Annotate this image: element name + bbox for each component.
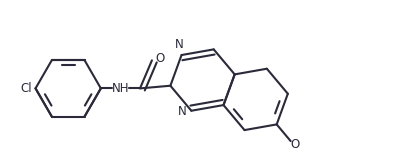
Text: O: O: [155, 52, 164, 65]
Text: NH: NH: [112, 82, 129, 95]
Text: N: N: [178, 105, 187, 118]
Text: O: O: [290, 138, 300, 151]
Text: Cl: Cl: [21, 82, 32, 95]
Text: N: N: [175, 38, 184, 51]
